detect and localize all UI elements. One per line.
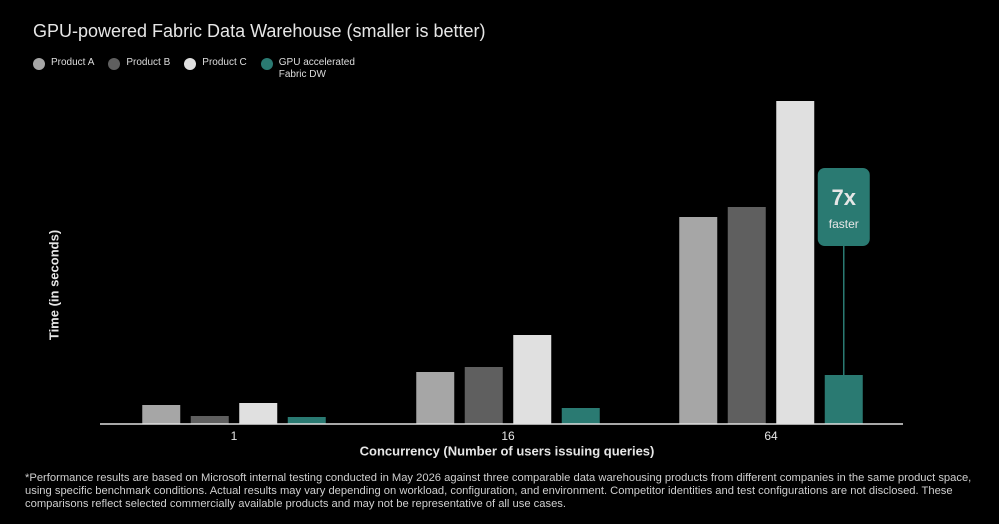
legend-item: Product A xyxy=(33,57,94,81)
legend-swatch xyxy=(184,58,197,70)
legend-item: Product B xyxy=(108,57,170,81)
bar xyxy=(561,408,600,424)
legend-swatch xyxy=(108,58,121,70)
bar xyxy=(190,416,229,424)
bar xyxy=(464,367,503,424)
callout-subtext: faster xyxy=(829,217,859,231)
bar xyxy=(776,101,815,424)
chart-title: GPU-powered Fabric Data Warehouse (small… xyxy=(33,21,486,41)
x-tick-label: 16 xyxy=(501,429,515,443)
footnote: *Performance results are based on Micros… xyxy=(25,472,972,510)
bar xyxy=(513,335,552,424)
legend-label: Product B xyxy=(126,57,171,68)
x-tick-label: 1 xyxy=(231,429,238,443)
legend-label: Product C xyxy=(202,57,247,68)
legend-item: GPU accelerated Fabric DW xyxy=(260,57,371,81)
bar xyxy=(824,375,863,424)
bar xyxy=(416,372,455,424)
bar xyxy=(287,417,326,424)
legend: Product A Product B Product C GPU accelerat… xyxy=(33,57,371,81)
bar xyxy=(727,207,766,424)
legend-swatch xyxy=(260,58,273,70)
legend-label: Product A xyxy=(51,57,95,68)
callout-text: 7x xyxy=(832,185,857,210)
bar xyxy=(679,217,718,424)
bar xyxy=(239,403,278,424)
y-axis-label: Time (in seconds) xyxy=(46,230,61,340)
legend-swatch xyxy=(33,58,45,70)
x-tick-label: 64 xyxy=(764,429,778,443)
legend-item: Product C xyxy=(184,57,247,81)
legend-label: GPU accelerated Fabric DW xyxy=(278,57,355,80)
bar xyxy=(142,405,181,424)
callout-box xyxy=(817,168,870,246)
x-axis-label: Concurrency (Number of users issuing que… xyxy=(360,443,655,458)
